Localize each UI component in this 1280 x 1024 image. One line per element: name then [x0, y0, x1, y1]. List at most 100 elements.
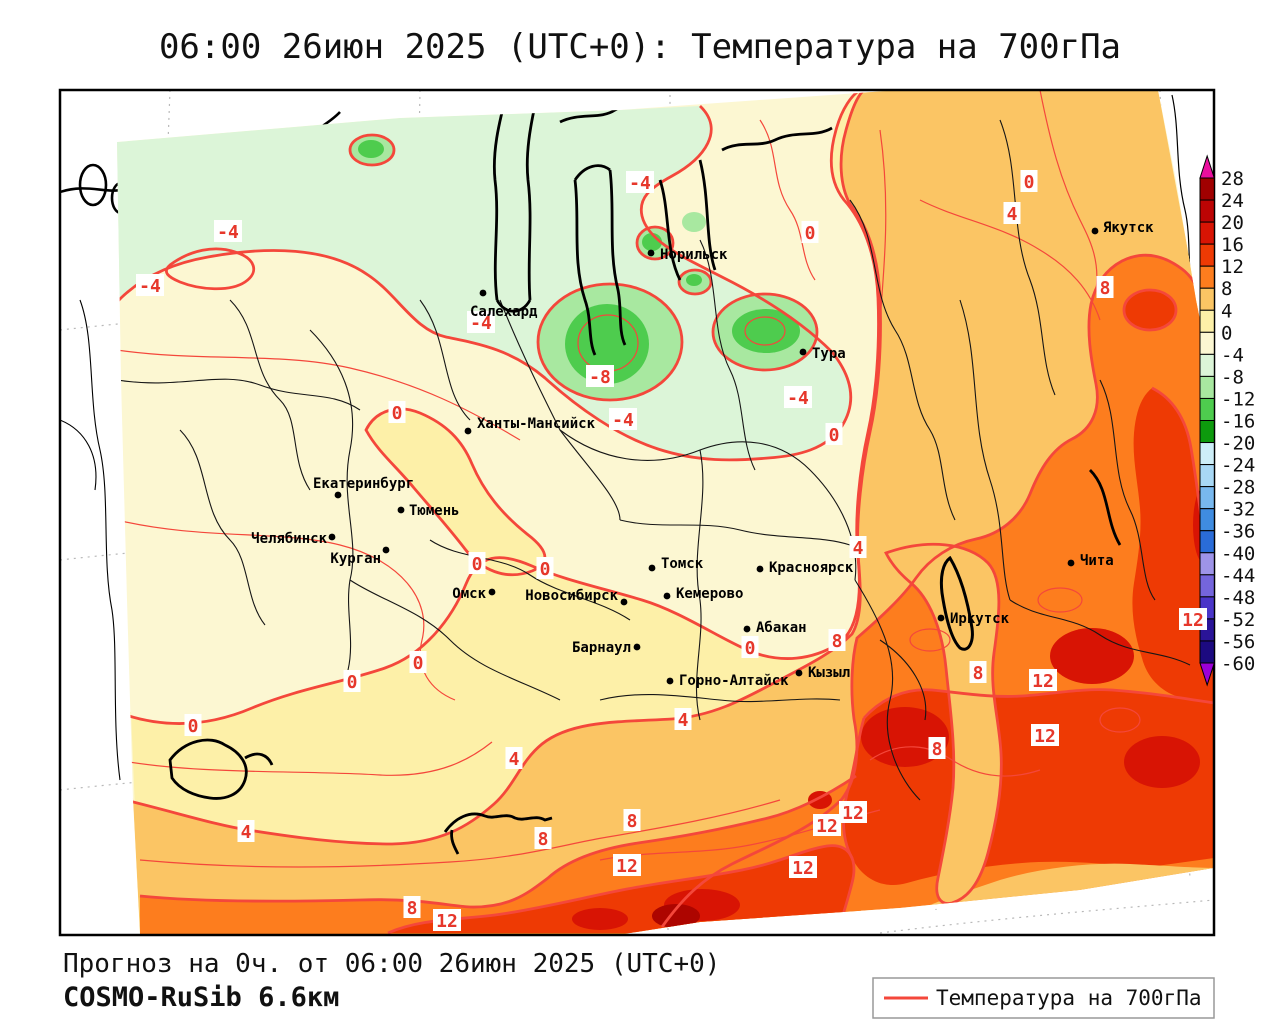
city-label: Якутск — [1103, 220, 1154, 236]
contour-label-box — [505, 747, 523, 769]
colorbar-segment — [1199, 574, 1215, 598]
city-dot — [647, 249, 655, 257]
colorbar-tick-label: -16 — [1221, 411, 1255, 433]
contour-label: 4 — [241, 822, 252, 843]
city-dot — [1091, 227, 1099, 235]
contour-label: 0 — [347, 672, 358, 693]
colorbar-tick-label: 4 — [1221, 300, 1232, 322]
contour-label-box — [839, 801, 867, 823]
city-dot — [382, 546, 390, 554]
city-label: Чита — [1080, 553, 1114, 569]
contour-label-box — [849, 536, 867, 558]
contour-label-box — [741, 636, 759, 658]
contour-label: 0 — [413, 653, 424, 674]
contour-label: 12 — [1034, 726, 1056, 747]
city-label: Ханты-Мансийск — [477, 416, 596, 432]
contour-label: 12 — [616, 856, 638, 877]
city-label: Кемерово — [676, 586, 743, 602]
colorbar-segment — [1199, 331, 1215, 355]
colorbar-tick-label: -24 — [1221, 455, 1255, 477]
contour-label-box — [343, 670, 361, 692]
colorbar-tick-label: -52 — [1221, 609, 1255, 631]
contour-label: 12 — [816, 816, 838, 837]
contour-label-box — [784, 386, 812, 408]
colorbar-segment — [1199, 309, 1215, 333]
contour-label: 8 — [407, 898, 418, 919]
colorbar-segment — [1199, 420, 1215, 444]
city-label: Тюмень — [409, 503, 460, 519]
contour-label-box — [928, 737, 946, 759]
map-title: 06:00 26июн 2025 (UTC+0): Температура на… — [159, 27, 1121, 67]
colorbar-segment — [1199, 243, 1215, 267]
contour-label-box — [1179, 608, 1207, 630]
colorbar-tick-label: 8 — [1221, 278, 1232, 300]
contour-label-box — [534, 827, 552, 849]
contour-label: 8 — [1100, 278, 1111, 299]
admin-boundaries — [117, 119, 1191, 801]
contour-label: 0 — [188, 716, 199, 737]
contour-label-box — [586, 365, 614, 387]
contour-label-box — [184, 714, 202, 736]
colorbar-tick-label: 24 — [1221, 190, 1244, 212]
contour-label-box — [1096, 276, 1114, 298]
contour-label: 12 — [842, 803, 864, 824]
city-label: Салехард — [470, 304, 538, 320]
colorbar-segment — [1199, 177, 1215, 201]
city-label: Кызыл — [808, 665, 850, 681]
city-dot — [937, 614, 945, 622]
colorbar-segment — [1199, 287, 1215, 311]
contour-label-box — [1029, 669, 1057, 691]
colorbar-tick-label: -44 — [1221, 565, 1255, 587]
city-dot — [1067, 559, 1075, 567]
city-dot — [648, 564, 656, 572]
colorbar-segment — [1199, 486, 1215, 510]
contour-label-box — [825, 423, 843, 445]
temp-pocket-0 — [366, 408, 545, 575]
contour-label: 4 — [853, 538, 864, 559]
colorbar-segment — [1199, 508, 1215, 532]
contour-label-box — [813, 814, 841, 836]
city-dot — [799, 348, 807, 356]
contour-label: 12 — [1182, 610, 1204, 631]
contour-label-box — [388, 401, 406, 423]
contour-label-box — [626, 171, 654, 193]
legend-frame — [872, 977, 1215, 1019]
contour-label: 12 — [436, 911, 458, 932]
contour-label-box — [969, 661, 987, 683]
colorbar-tick-label: 20 — [1221, 212, 1244, 234]
colorbar-segment — [1199, 552, 1215, 576]
city-dot — [756, 565, 764, 573]
colorbar-tick-label: 16 — [1221, 234, 1244, 256]
colorbar-segment — [1199, 199, 1215, 223]
city-dot — [666, 677, 674, 685]
coastlines — [168, 98, 1122, 855]
colorbar-tick-label: -4 — [1221, 344, 1244, 366]
city-label: Челябинск — [251, 531, 327, 547]
city-label: Красноярск — [769, 560, 854, 576]
city-dot — [397, 506, 405, 514]
city-dot — [743, 625, 751, 633]
contour-label-box — [828, 629, 846, 651]
contour-label: 0 — [745, 638, 756, 659]
city-dot — [334, 491, 342, 499]
contour-label-box — [1020, 170, 1038, 192]
colorbar-tick-label: 12 — [1221, 256, 1244, 278]
contour-label: 0 — [1024, 172, 1035, 193]
colorbar-tick-label: -28 — [1221, 477, 1255, 499]
city-label: Горно-Алтайск — [679, 673, 789, 689]
contour-label: 4 — [509, 749, 520, 770]
footer-model-line: COSMO-RuSib 6.6км — [63, 982, 339, 1013]
city-markers: Салехард Норильск Тура Ханты-Мансийск Екатер… — [251, 220, 1154, 689]
colorbar-under-arrow — [1199, 662, 1215, 687]
colorbar-tick-label: -32 — [1221, 499, 1255, 521]
colorbar-segment — [1199, 265, 1215, 289]
contour-label: -4 — [139, 276, 161, 297]
colorbar-segment — [1199, 640, 1215, 664]
contour-label-box — [433, 909, 461, 931]
contour-label: -4 — [217, 222, 239, 243]
colorbar-segment — [1199, 464, 1215, 488]
city-dot — [620, 598, 628, 606]
city-dot — [633, 643, 641, 651]
city-dot — [328, 533, 336, 541]
contour-label-box — [613, 854, 641, 876]
